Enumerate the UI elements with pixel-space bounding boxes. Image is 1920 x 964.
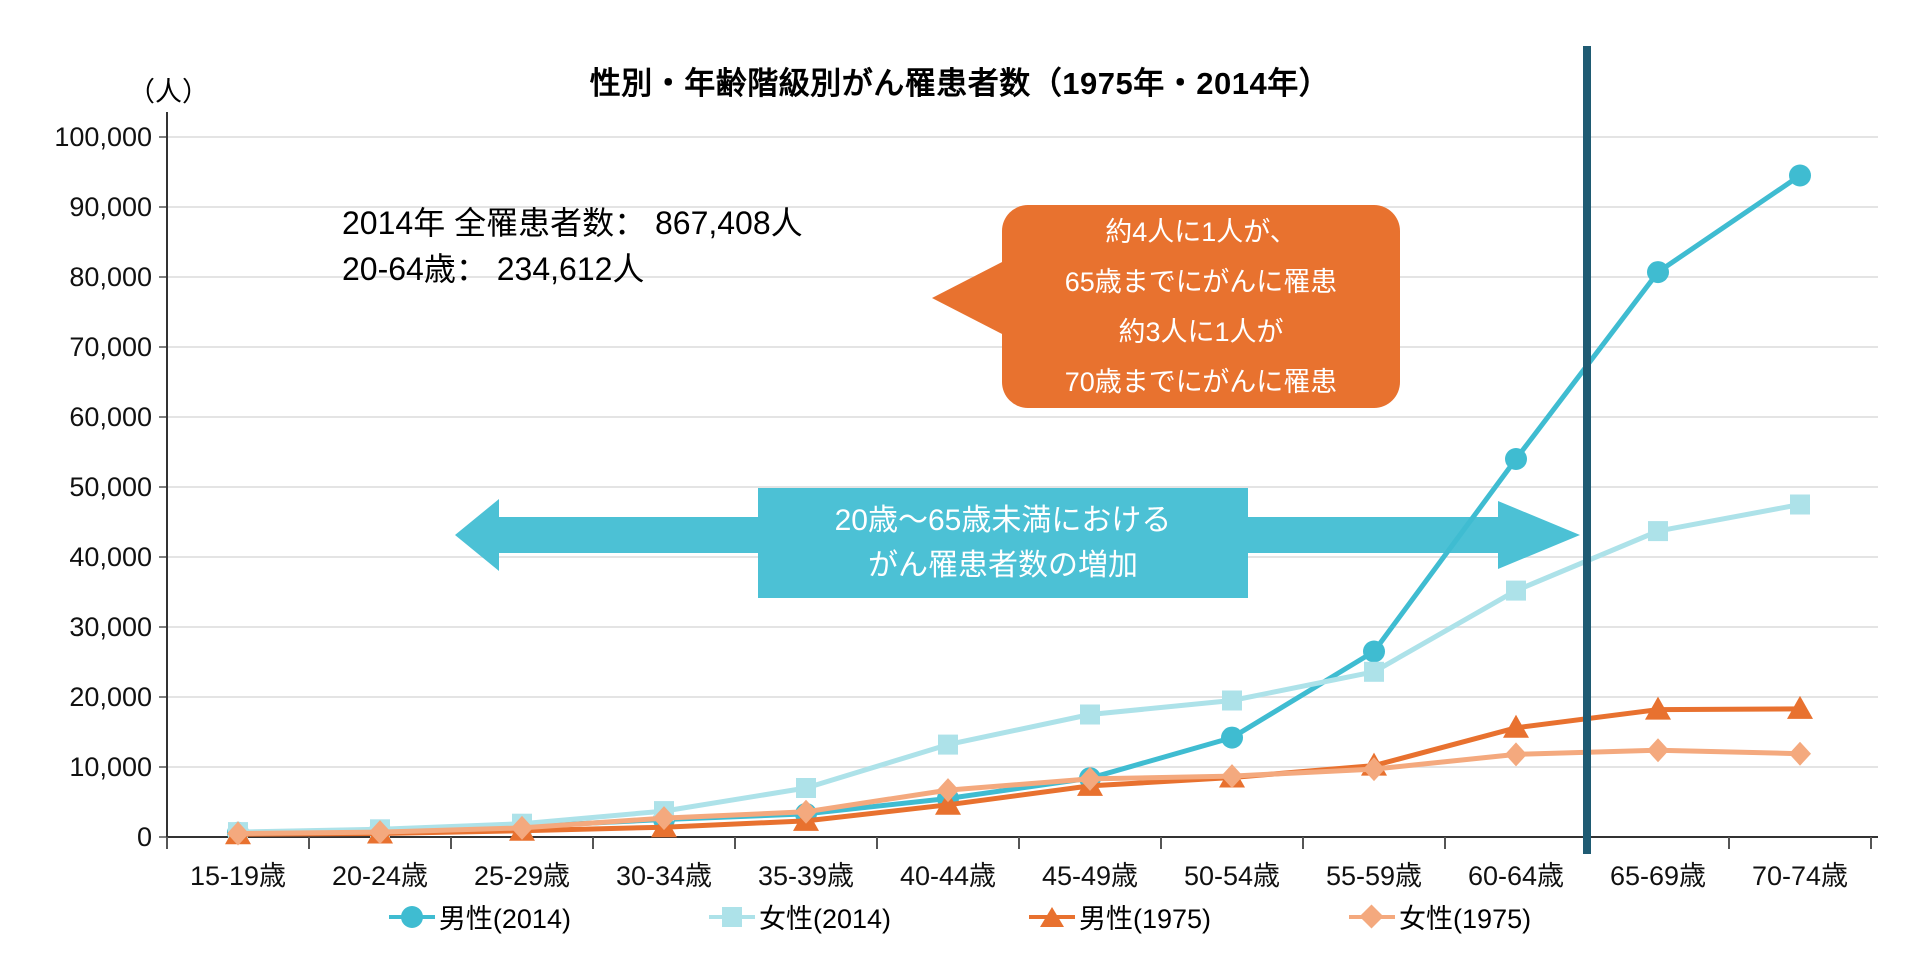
legend-item-female-1975: 女性(1975) xyxy=(1349,897,1531,936)
legend-label: 女性(1975) xyxy=(1399,904,1532,934)
legend-item-female-2014: 女性(2014) xyxy=(708,897,891,936)
chart-title: 性別・年齢階級別がん罹患者数（1975年・2014年） xyxy=(589,66,1331,101)
data-point-marker xyxy=(1790,494,1810,515)
series-line-3 xyxy=(237,747,1801,836)
data-point-marker xyxy=(1789,164,1811,187)
x-tick-label: 65-69歳 xyxy=(1610,861,1706,891)
y-tick-label: 90,000 xyxy=(69,192,152,222)
data-point-marker xyxy=(1787,695,1813,719)
x-tick-label: 15-19歳 xyxy=(190,861,286,891)
data-point-marker xyxy=(1363,640,1385,663)
data-point-marker xyxy=(369,820,391,845)
legend-label: 男性(1975) xyxy=(1079,904,1212,934)
data-point-marker xyxy=(1505,742,1527,767)
y-axis-unit-label: （人） xyxy=(128,77,209,107)
x-tick-label: 30-34歳 xyxy=(616,861,712,891)
data-point-marker xyxy=(796,778,816,798)
stats-line-20-64: 20-64歳： 234,612人 xyxy=(342,251,645,287)
stats-annotation: 2014年 全罹患者数： 867,408人 20-64歳： 234,612人 xyxy=(342,200,803,292)
legend-label: 男性(2014) xyxy=(438,904,571,934)
data-point-marker xyxy=(938,734,958,755)
legend-item-male-1975: 男性(1975) xyxy=(1029,897,1211,936)
banner-line-1: 20歳～65歳未満における xyxy=(834,504,1172,537)
female-2014-square-marker-icon xyxy=(708,903,755,931)
series-line-1 xyxy=(237,502,1801,835)
data-point-marker xyxy=(511,815,533,840)
data-point-marker xyxy=(1647,261,1669,284)
callout-line-4: 70歳までにがんに罹患 xyxy=(1064,366,1338,397)
y-tick-label: 70,000 xyxy=(69,332,152,362)
y-tick-label: 50,000 xyxy=(69,472,152,502)
y-tick-label: 60,000 xyxy=(69,402,152,432)
data-point-marker xyxy=(653,806,675,831)
x-tick-label: 55-59歳 xyxy=(1326,861,1422,891)
risk-callout: 約4人に1人が、 65歳までにがんに罹患 約3人に1人が 70歳までにがんに罹患 xyxy=(932,205,1400,408)
y-tick-label: 40,000 xyxy=(69,542,152,572)
x-tick-label: 50-54歳 xyxy=(1184,861,1280,891)
data-point-marker xyxy=(1363,757,1385,782)
data-point-marker xyxy=(935,791,961,815)
callout-line-2: 65歳までにがんに罹患 xyxy=(1064,266,1338,297)
data-point-marker xyxy=(1505,448,1527,470)
data-point-marker xyxy=(1079,766,1101,791)
data-point-marker xyxy=(227,821,249,846)
y-tick-label: 20,000 xyxy=(69,682,152,712)
data-point-marker xyxy=(1506,580,1526,601)
y-tick-label: 80,000 xyxy=(69,262,152,292)
female-1975-diamond-marker-icon xyxy=(1349,903,1396,931)
legend-item-male-2014: 男性(2014) xyxy=(388,897,571,936)
x-tick-label: 35-39歳 xyxy=(758,861,854,891)
banner-line-2: がん罹患者数の増加 xyxy=(868,549,1138,582)
male-1975-triangle-marker-icon xyxy=(1029,903,1075,931)
data-point-marker xyxy=(1221,764,1243,789)
x-tick-label: 20-24歳 xyxy=(332,861,428,891)
data-point-marker xyxy=(1222,690,1242,711)
series-line-2 xyxy=(237,706,1801,837)
data-point-marker xyxy=(795,799,817,824)
x-tick-label: 45-49歳 xyxy=(1042,861,1138,891)
legend-label: 女性(2014) xyxy=(758,904,891,934)
stats-line-total: 2014年 全罹患者数： 867,408人 xyxy=(342,205,803,241)
male-2014-circle-marker-icon xyxy=(388,903,435,931)
data-point-marker xyxy=(1789,741,1811,766)
y-tick-label: 10,000 xyxy=(69,752,152,782)
increase-banner: 20歳～65歳未満における がん罹患者数の増加 xyxy=(758,488,1248,598)
data-point-marker xyxy=(1645,696,1671,720)
x-tick-label: 25-29歳 xyxy=(474,861,570,891)
x-tick-label: 60-64歳 xyxy=(1468,861,1564,891)
y-tick-label: 0 xyxy=(137,822,152,852)
x-tick-label: 70-74歳 xyxy=(1752,861,1848,891)
callout-line-3: 約3人に1人が xyxy=(1118,316,1284,347)
callout-tail xyxy=(932,261,1004,335)
data-point-marker xyxy=(1080,704,1100,725)
y-tick-label: 30,000 xyxy=(69,612,152,642)
data-point-marker xyxy=(1648,521,1668,542)
legend: 男性(2014) 女性(2014) 男性(1975) 女性(1975) xyxy=(0,897,1920,936)
data-point-marker xyxy=(1647,738,1669,763)
x-tick-label: 40-44歳 xyxy=(900,861,996,891)
data-point-marker xyxy=(937,778,959,803)
y-tick-label: 100,000 xyxy=(54,122,152,152)
callout-line-1: 約4人に1人が、 xyxy=(1105,216,1297,247)
data-point-marker xyxy=(1221,726,1243,749)
data-point-marker xyxy=(1364,661,1384,682)
data-point-marker xyxy=(1503,714,1529,738)
